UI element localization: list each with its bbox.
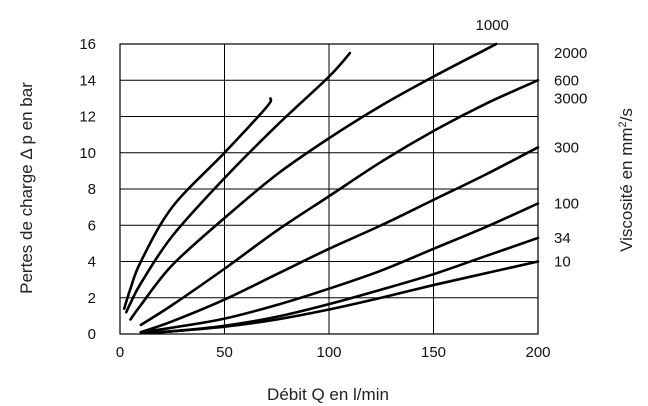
- curve-label-10: 10: [554, 254, 571, 271]
- curve-label-34: 34: [554, 230, 571, 247]
- grid: [119, 43, 539, 335]
- y-axis-label: Pertes de charge Δ p en bar: [17, 82, 36, 294]
- curve-viscosity-34: [139, 236, 540, 335]
- x-tick-label: 0: [116, 344, 124, 361]
- x-tick-label: 200: [525, 344, 550, 361]
- curve-label-2000: 2000: [554, 45, 587, 62]
- y-tick-label: 14: [79, 72, 96, 89]
- curve-viscosity-2000: [124, 51, 352, 314]
- curve-label-300: 300: [554, 139, 579, 156]
- y-tick-label: 12: [79, 109, 96, 126]
- y2-label-suffix: /s: [617, 108, 636, 121]
- curve-viscosity-600: [139, 78, 540, 327]
- x-tick-label: 150: [421, 344, 446, 361]
- curve-labels: 3000 2000 1000 600 300 100 34 10: [476, 17, 588, 271]
- curve-viscosity-3000: [122, 97, 273, 310]
- y2-label-superscript: 2: [617, 121, 629, 127]
- curve-label-3000: 3000: [554, 90, 587, 107]
- curve-label-1000: 1000: [476, 17, 509, 34]
- x-tick-labels: 0 50 100 150 200: [116, 344, 551, 361]
- y-tick-label: 8: [88, 181, 96, 198]
- y-tick-label: 10: [79, 145, 96, 162]
- curve-label-600: 600: [554, 72, 579, 89]
- y2-label-prefix: Viscosité en mm: [617, 127, 636, 251]
- y-tick-labels: 0 2 4 6 8 10 12 14 16: [79, 36, 96, 343]
- curve-viscosity-1000: [129, 42, 498, 321]
- y-tick-label: 0: [88, 326, 96, 343]
- y-tick-label: 2: [88, 290, 96, 307]
- y-tick-label: 6: [88, 217, 96, 234]
- x-tick-label: 100: [316, 344, 341, 361]
- x-axis-label: Débit Q en l/min: [267, 385, 389, 404]
- viscosity-curves: [122, 42, 540, 335]
- curve-viscosity-300: [139, 146, 540, 334]
- y-tick-label: 16: [79, 36, 96, 53]
- x-tick-label: 50: [216, 344, 233, 361]
- curve-label-100: 100: [554, 196, 579, 213]
- plot-frame: [119, 43, 539, 335]
- curve-viscosity-100: [139, 202, 540, 334]
- y-tick-label: 4: [88, 254, 96, 271]
- secondary-y-axis-label: Viscosité en mm2/s: [617, 108, 636, 252]
